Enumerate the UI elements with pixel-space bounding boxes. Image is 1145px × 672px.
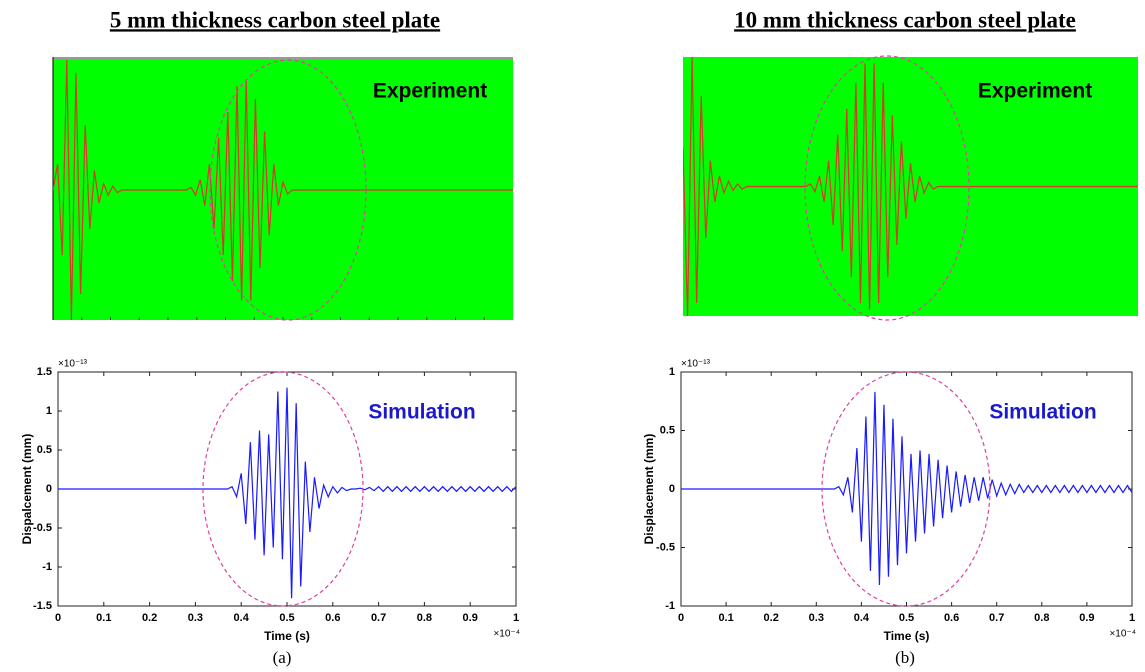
x-tick-label: 0.7: [371, 612, 386, 624]
x-tick-label: 0.5: [279, 612, 294, 624]
x-tick-label: 0.2: [142, 612, 157, 624]
annotation: Experiment: [978, 80, 1092, 103]
x-tick-label: 0.5: [899, 612, 914, 624]
panel-caption: (b): [895, 648, 915, 667]
y-tick-label: -0.5: [656, 541, 675, 553]
y-tick-label: -1: [665, 600, 675, 612]
annotation: Simulation: [989, 401, 1096, 424]
x-tick-label: 0.1: [718, 612, 733, 624]
figure: 5 mm thickness carbon steel plate Experim…: [0, 0, 1145, 672]
y-tick-label: 0: [46, 483, 52, 495]
x-tick-label: 0: [678, 612, 684, 624]
y-exponent: ×10⁻¹³: [681, 359, 711, 370]
panel-title: 5 mm thickness carbon steel plate: [110, 7, 440, 32]
x-tick-label: 0.4: [854, 612, 870, 624]
top-bar: [53, 57, 513, 60]
x-tick-label: 0.9: [463, 612, 478, 624]
y-tick-label: 0.5: [660, 424, 675, 436]
x-tick-label: 0.6: [944, 612, 959, 624]
x-tick-label: 0.1: [96, 612, 111, 624]
x-tick-label: 0.7: [989, 612, 1004, 624]
y-tick-label: -1: [42, 561, 52, 573]
x-exponent: ×10⁻⁴: [493, 629, 520, 640]
x-tick-label: 0.9: [1079, 612, 1094, 624]
x-tick-label: 0.4: [234, 612, 250, 624]
x-tick-label: 0.3: [809, 612, 824, 624]
y-tick-label: -1.5: [33, 600, 52, 612]
y-exponent: ×10⁻¹³: [58, 359, 88, 370]
y-tick-label: 0.5: [37, 444, 52, 456]
x-tick-label: 0: [55, 612, 61, 624]
x-tick-label: 1: [513, 612, 519, 624]
x-tick-label: 0.2: [764, 612, 779, 624]
annotation: Simulation: [368, 401, 475, 424]
x-tick-label: 1: [1129, 612, 1135, 624]
y-tick-label: 1.5: [37, 366, 52, 378]
x-tick-label: 0.8: [1034, 612, 1049, 624]
x-tick-label: 0.8: [417, 612, 432, 624]
panel-title: 10 mm thickness carbon steel plate: [734, 7, 1076, 32]
y-tick-label: 1: [669, 366, 675, 378]
x-axis-label: Time (s): [264, 629, 310, 643]
y-axis-label: Dispalcement (mm): [20, 434, 34, 545]
y-tick-label: 0: [669, 483, 675, 495]
y-tick-label: 1: [46, 405, 52, 417]
panel-caption: (a): [273, 648, 292, 667]
y-axis-label: Displacement (mm): [642, 434, 656, 545]
y-tick-label: -0.5: [33, 522, 52, 534]
x-exponent: ×10⁻⁴: [1109, 629, 1136, 640]
x-tick-label: 0.6: [325, 612, 340, 624]
annotation: Experiment: [373, 80, 487, 103]
x-tick-label: 0.3: [188, 612, 203, 624]
x-axis-label: Time (s): [884, 629, 930, 643]
